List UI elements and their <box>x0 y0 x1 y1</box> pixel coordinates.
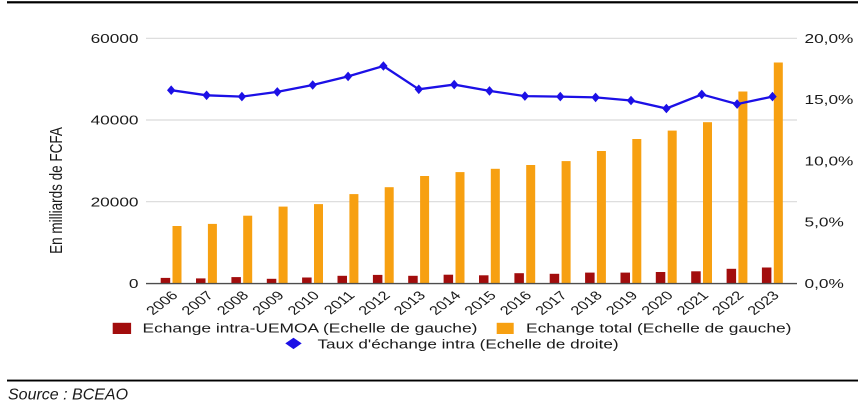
svg-text:Echange total (Echelle de gauc: Echange total (Echelle de gauche) <box>526 322 791 336</box>
svg-text:0,0%: 0,0% <box>805 277 844 291</box>
svg-text:0: 0 <box>129 277 139 291</box>
svg-text:20000: 20000 <box>91 196 139 210</box>
svg-text:60000: 60000 <box>91 32 139 46</box>
svg-text:Source : BCEAO: Source : BCEAO <box>8 387 128 403</box>
svg-text:Echange intra-UEMOA (Echelle d: Echange intra-UEMOA (Echelle de gauche) <box>143 322 478 336</box>
svg-text:10,0%: 10,0% <box>805 155 854 169</box>
svg-text:15,0%: 15,0% <box>805 93 854 107</box>
svg-text:En milliards de FCFA: En milliards de FCFA <box>47 127 66 254</box>
svg-text:Taux d'échange intra (Echelle: Taux d'échange intra (Echelle de droite) <box>318 338 619 352</box>
svg-text:20,0%: 20,0% <box>805 32 854 46</box>
svg-text:5,0%: 5,0% <box>805 216 844 230</box>
svg-text:40000: 40000 <box>91 114 139 128</box>
